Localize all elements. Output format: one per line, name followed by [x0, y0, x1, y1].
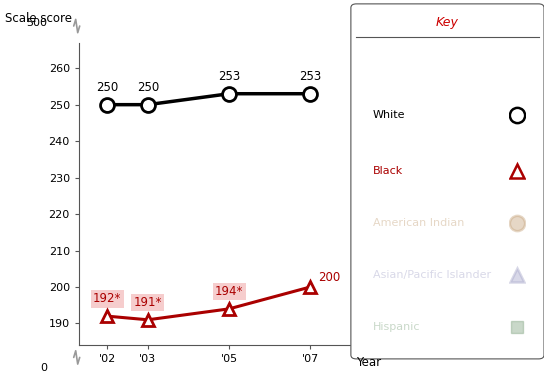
Text: Scale score: Scale score	[5, 12, 72, 25]
Text: 191*: 191*	[134, 296, 162, 309]
Text: 194*: 194*	[215, 285, 243, 298]
Text: Hispanic: Hispanic	[373, 322, 420, 332]
Text: 0: 0	[41, 363, 48, 373]
Text: American Indian: American Indian	[373, 218, 464, 228]
Text: Key: Key	[436, 16, 459, 29]
Text: Asian/Pacific Islander: Asian/Pacific Islander	[373, 270, 491, 280]
Text: Black: Black	[373, 166, 403, 176]
Text: Year: Year	[356, 356, 381, 369]
Text: 500: 500	[27, 18, 48, 28]
Text: 250: 250	[96, 81, 119, 94]
Text: 250: 250	[137, 81, 159, 94]
Text: 200: 200	[319, 272, 341, 284]
Text: 253: 253	[299, 70, 322, 83]
Text: 253: 253	[218, 70, 240, 83]
Text: White: White	[373, 111, 405, 120]
Text: 192*: 192*	[93, 292, 121, 305]
